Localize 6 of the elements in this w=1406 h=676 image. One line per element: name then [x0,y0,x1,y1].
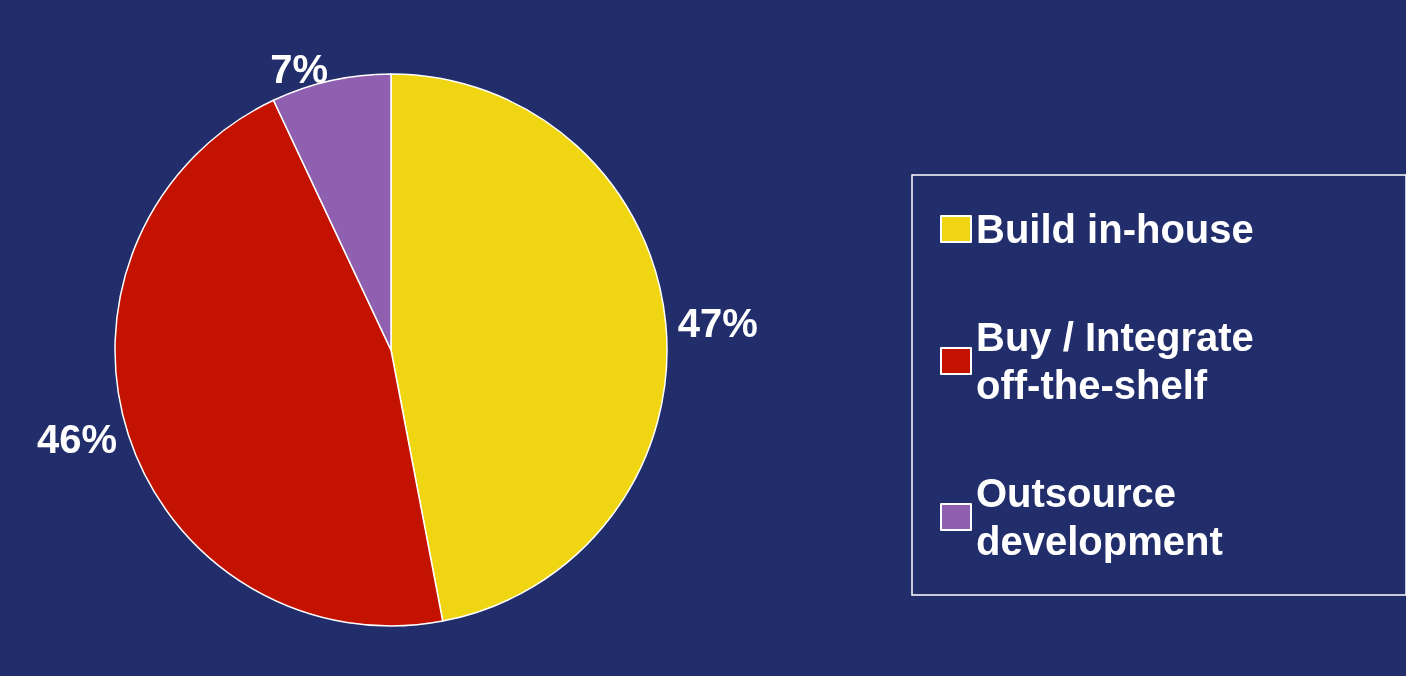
data-label: 46% [37,417,118,461]
data-label: 7% [270,46,329,91]
legend-label: Buy / Integrate off-the-shelf [976,315,1265,407]
legend-label: Build in-house [976,207,1254,251]
data-label: 47% [677,300,758,345]
legend-label: Outsource development [976,471,1223,563]
